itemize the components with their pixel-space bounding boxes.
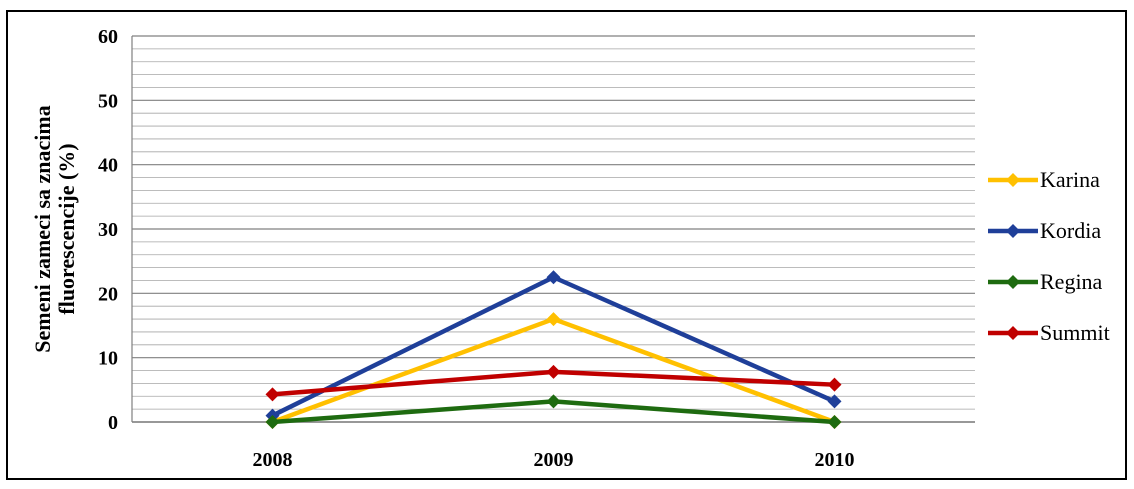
y-tick-label: 40 (98, 155, 118, 177)
series-lines (265, 270, 842, 429)
series-summit (265, 364, 842, 402)
legend-item-summit: Summit (988, 320, 1110, 345)
data-point (546, 394, 561, 409)
legend-marker (1006, 275, 1020, 289)
data-point (546, 364, 561, 379)
legend-label: Summit (1040, 320, 1110, 345)
legend-item-kordia: Kordia (988, 218, 1101, 243)
data-point (827, 377, 842, 392)
legend-marker (1006, 224, 1020, 238)
x-tick-label: 2008 (253, 449, 293, 471)
legend-marker (1006, 326, 1020, 340)
y-tick-label: 30 (98, 219, 118, 241)
x-tick-label: 2009 (534, 449, 574, 471)
y-axis-title-line2: fluorescencije (%) (54, 143, 79, 314)
data-point (265, 415, 280, 429)
legend-label: Kordia (1040, 218, 1101, 243)
legend: Karina Kordia Regina Summit (988, 167, 1110, 345)
y-axis-title-line1: Semeni zameci sa znacima (30, 105, 55, 352)
legend-label: Karina (1040, 167, 1100, 192)
y-tick-label: 0 (108, 412, 118, 434)
data-point (546, 270, 561, 285)
y-tick-label: 60 (98, 26, 118, 48)
legend-label: Regina (1040, 269, 1103, 294)
grid-lines (131, 35, 975, 423)
y-tick-labels: 0 10 20 30 40 50 60 (98, 26, 118, 434)
legend-marker (1006, 173, 1020, 187)
series-regina (265, 394, 842, 429)
legend-item-karina: Karina (988, 167, 1100, 192)
y-tick-label: 50 (98, 90, 118, 112)
data-point (827, 415, 842, 429)
y-tick-label: 10 (98, 348, 118, 370)
data-point (265, 387, 280, 402)
data-point (827, 394, 842, 409)
x-tick-labels: 2008 2009 2010 (253, 449, 855, 471)
data-point (546, 312, 561, 327)
y-tick-label: 20 (98, 283, 118, 305)
legend-item-regina: Regina (988, 269, 1103, 294)
x-tick-label: 2010 (815, 449, 855, 471)
